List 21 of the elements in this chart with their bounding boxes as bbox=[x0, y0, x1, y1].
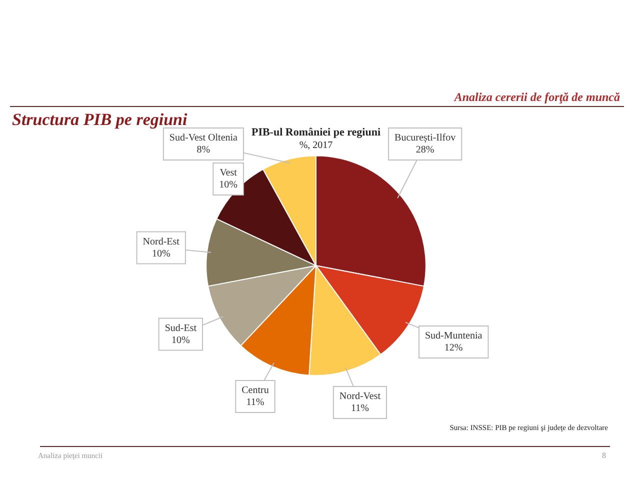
text: Analiza cererii de forţă de muncă bbox=[454, 90, 620, 105]
data-label: 28% bbox=[416, 144, 434, 156]
text: %, 2017 bbox=[299, 140, 333, 151]
slice-label: București-Ilfov bbox=[394, 132, 456, 144]
slice-label: Sud-Est bbox=[164, 322, 197, 334]
data-label: 11% bbox=[246, 397, 264, 408]
data-label: 8% bbox=[196, 144, 210, 156]
data-label: 10% bbox=[219, 180, 238, 191]
slice-label: Nord-Est bbox=[142, 236, 180, 248]
text: 8 bbox=[602, 451, 606, 460]
data-label: 11% bbox=[350, 403, 369, 414]
slice-label: Sud-Muntenia bbox=[424, 330, 483, 342]
slice-label: Vest bbox=[220, 168, 238, 179]
slice-label: Centru bbox=[242, 385, 269, 396]
data-label: 12% bbox=[444, 342, 463, 354]
slice-label: Nord-Vest bbox=[339, 391, 381, 402]
data-label: 10% bbox=[152, 248, 170, 260]
data-label: 10% bbox=[171, 334, 190, 346]
text: Structura PIB pe regiuni bbox=[12, 110, 188, 130]
chart-title: PIB-ul României pe regiuni bbox=[251, 126, 381, 138]
slice-label: Sud-Vest Oltenia bbox=[169, 132, 238, 144]
